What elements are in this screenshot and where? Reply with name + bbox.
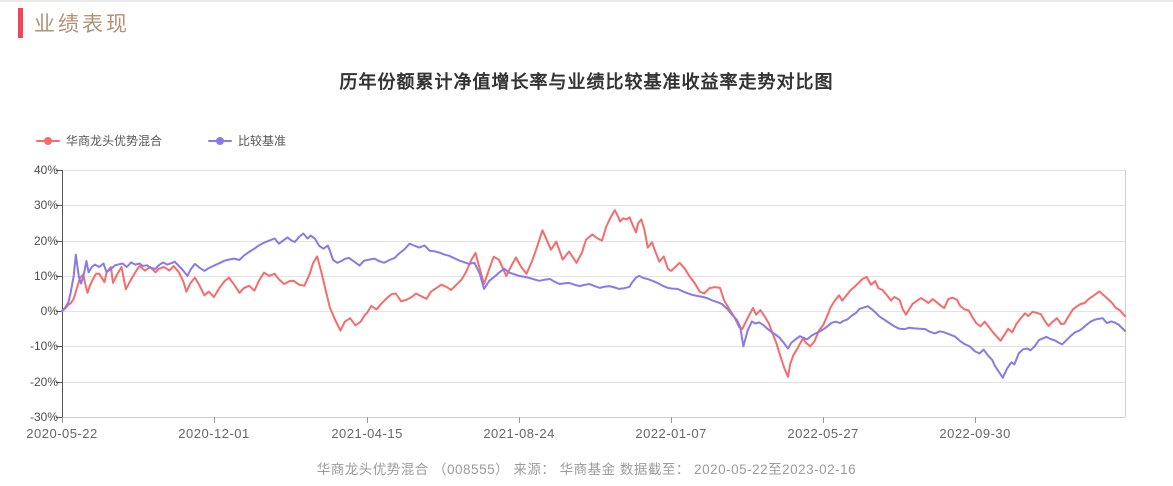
fund-series-line	[61, 209, 1126, 378]
benchmark-legend-label: 比较基准	[238, 134, 287, 148]
x-axis-label: 2021-04-15	[331, 426, 403, 441]
x-axis-label: 2022-01-07	[635, 426, 707, 441]
y-axis-label: 0%	[40, 304, 58, 319]
chart-title: 历年份额累计净值增长率与业绩比较基准收益率走势对比图	[339, 72, 834, 92]
chart-legend: 华商龙头优势混合 比较基准	[36, 132, 286, 149]
y-axis-label: 10%	[33, 268, 58, 283]
x-axis-label: 2020-12-01	[178, 426, 250, 441]
y-axis-label: 40%	[33, 163, 58, 177]
y-axis-label: -30%	[29, 410, 58, 424]
fund-legend-label: 华商龙头优势混合	[66, 134, 163, 148]
benchmark-legend-marker-icon	[208, 134, 233, 148]
fund-legend-marker-icon	[36, 134, 60, 148]
x-axis-label: 2022-09-30	[939, 426, 1011, 441]
y-axis-label: 20%	[33, 233, 58, 248]
y-axis-label: -20%	[29, 374, 58, 389]
chart-footer-caption: 华商龙头优势混合 （008555） 来源： 华商基金 数据截至： 2020-05…	[316, 462, 857, 477]
page-top-divider	[0, 0, 1173, 2]
x-axis-label: 2022-05-27	[787, 426, 859, 441]
fund-legend-dot	[44, 136, 52, 145]
x-axis-label: 2021-08-24	[483, 426, 555, 441]
benchmark-legend-dot	[216, 136, 225, 145]
benchmark-series-line	[61, 232, 1126, 379]
section-header: 业绩表现	[18, 8, 130, 38]
y-axis-label: 30%	[33, 198, 58, 213]
section-title: 业绩表现	[34, 13, 130, 36]
legend-item-benchmark[interactable]: 比较基准	[208, 132, 286, 149]
y-axis-label: -10%	[29, 339, 58, 354]
legend-item-fund[interactable]: 华商龙头优势混合	[36, 132, 162, 149]
section-accent-bar	[18, 8, 23, 38]
x-axis-label: 2020-05-22	[26, 426, 98, 441]
